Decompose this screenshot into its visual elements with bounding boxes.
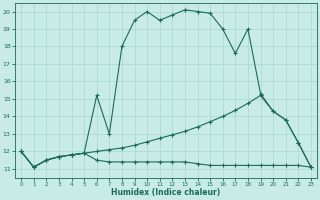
X-axis label: Humidex (Indice chaleur): Humidex (Indice chaleur) <box>111 188 221 197</box>
